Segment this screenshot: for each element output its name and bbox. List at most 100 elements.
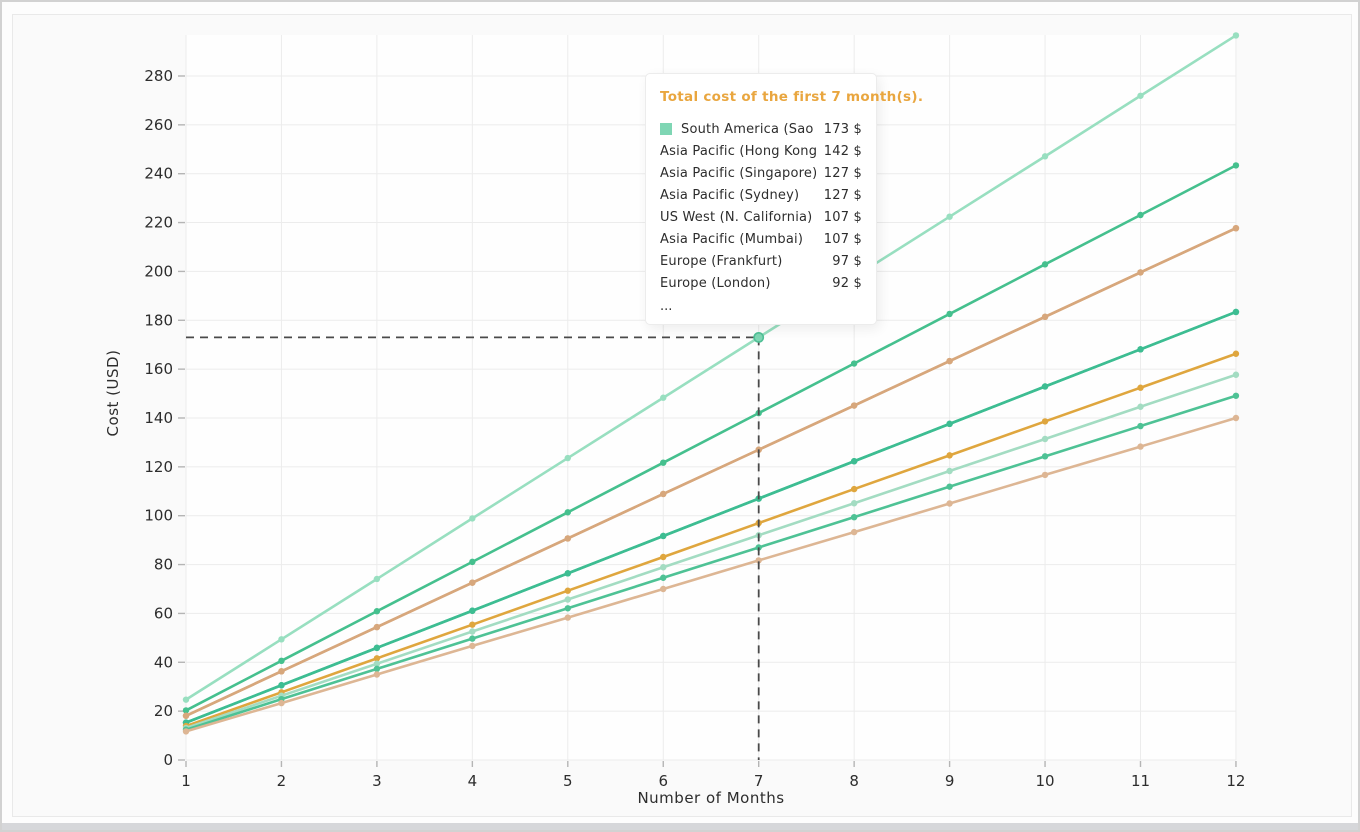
data-point[interactable] bbox=[850, 360, 858, 367]
data-point[interactable] bbox=[469, 515, 476, 522]
data-point[interactable] bbox=[564, 570, 571, 577]
data-point[interactable] bbox=[850, 402, 858, 409]
data-point[interactable] bbox=[1232, 162, 1240, 169]
data-point[interactable] bbox=[182, 728, 190, 735]
data-point[interactable] bbox=[564, 535, 571, 542]
tooltip-row-value: 127 $ bbox=[823, 165, 862, 181]
data-point[interactable] bbox=[660, 394, 667, 401]
data-point[interactable] bbox=[660, 585, 667, 593]
data-point[interactable] bbox=[1137, 346, 1144, 353]
data-point[interactable] bbox=[1041, 383, 1049, 390]
data-point[interactable] bbox=[1137, 403, 1144, 410]
data-point[interactable] bbox=[946, 452, 953, 459]
data-point[interactable] bbox=[1041, 153, 1049, 160]
data-point[interactable] bbox=[850, 485, 858, 493]
data-point[interactable] bbox=[469, 621, 476, 628]
tooltip-row-value: 97 $ bbox=[832, 253, 862, 269]
data-point[interactable] bbox=[1232, 350, 1240, 357]
data-point[interactable] bbox=[1137, 422, 1144, 430]
x-tick-label: 7 bbox=[754, 772, 764, 790]
data-point[interactable] bbox=[469, 558, 476, 566]
y-tick-label: 20 bbox=[154, 702, 173, 720]
data-point[interactable] bbox=[1137, 269, 1144, 276]
data-point[interactable] bbox=[469, 607, 476, 614]
data-point[interactable] bbox=[850, 500, 858, 507]
data-point[interactable] bbox=[564, 587, 571, 594]
data-point[interactable] bbox=[373, 665, 381, 673]
data-point[interactable] bbox=[660, 459, 667, 466]
data-point[interactable] bbox=[1232, 224, 1240, 232]
data-point[interactable] bbox=[946, 310, 953, 318]
data-point[interactable] bbox=[373, 671, 381, 678]
data-point[interactable] bbox=[946, 483, 953, 490]
data-point[interactable] bbox=[946, 357, 953, 365]
data-point[interactable] bbox=[1041, 313, 1049, 321]
tooltip-rows: South America (Sao Paulo) 173 $ Asia Pacif… bbox=[660, 118, 862, 294]
data-point[interactable] bbox=[469, 635, 476, 642]
data-point[interactable] bbox=[946, 467, 953, 475]
data-point[interactable] bbox=[373, 608, 381, 615]
x-tick-label: 2 bbox=[277, 772, 287, 790]
data-point[interactable] bbox=[278, 668, 285, 675]
y-tick-label: 0 bbox=[163, 751, 173, 769]
data-point[interactable] bbox=[1232, 308, 1240, 316]
data-point[interactable] bbox=[182, 707, 190, 714]
data-point[interactable] bbox=[1041, 471, 1049, 479]
tooltip-row-label: Asia Pacific (Singapore) bbox=[660, 165, 816, 181]
x-tick-label: 10 bbox=[1036, 772, 1055, 790]
x-tick-label: 1 bbox=[181, 772, 191, 790]
data-point[interactable] bbox=[1041, 453, 1049, 460]
data-point[interactable] bbox=[660, 553, 667, 561]
data-point[interactable] bbox=[755, 557, 762, 564]
x-tick-label: 6 bbox=[658, 772, 668, 790]
data-point[interactable] bbox=[946, 420, 953, 428]
data-point[interactable] bbox=[660, 532, 667, 540]
highlighted-data-point[interactable] bbox=[753, 331, 765, 343]
data-point[interactable] bbox=[373, 623, 381, 631]
data-point[interactable] bbox=[564, 454, 571, 462]
data-point[interactable] bbox=[373, 575, 381, 583]
data-point[interactable] bbox=[182, 696, 190, 703]
data-point[interactable] bbox=[1232, 32, 1240, 39]
data-point[interactable] bbox=[278, 682, 285, 689]
x-tick-label: 12 bbox=[1226, 772, 1245, 790]
data-point[interactable] bbox=[373, 644, 381, 652]
tooltip-row-label: Asia Pacific (Sydney) bbox=[660, 187, 800, 203]
data-point[interactable] bbox=[182, 712, 190, 719]
data-point[interactable] bbox=[564, 605, 571, 612]
data-point[interactable] bbox=[850, 513, 858, 521]
data-point[interactable] bbox=[278, 657, 285, 665]
data-point[interactable] bbox=[278, 636, 285, 643]
x-tick-label: 8 bbox=[849, 772, 859, 790]
tooltip-row: US West (N. California) 107 $ bbox=[660, 206, 862, 228]
data-point[interactable] bbox=[1041, 261, 1049, 268]
data-point[interactable] bbox=[564, 509, 571, 516]
data-point[interactable] bbox=[946, 500, 953, 507]
data-point[interactable] bbox=[660, 564, 667, 571]
data-point[interactable] bbox=[660, 490, 667, 498]
data-point[interactable] bbox=[850, 458, 858, 465]
data-point[interactable] bbox=[373, 660, 381, 667]
data-point[interactable] bbox=[469, 628, 476, 635]
data-point[interactable] bbox=[1137, 384, 1144, 391]
data-point[interactable] bbox=[1137, 443, 1144, 450]
data-point[interactable] bbox=[1232, 371, 1240, 378]
data-point[interactable] bbox=[469, 579, 476, 586]
data-point[interactable] bbox=[660, 574, 667, 581]
data-point[interactable] bbox=[850, 528, 858, 536]
data-point[interactable] bbox=[1232, 392, 1240, 399]
x-tick-label: 11 bbox=[1131, 772, 1150, 790]
data-point[interactable] bbox=[373, 655, 381, 662]
data-point[interactable] bbox=[564, 614, 571, 621]
data-point[interactable] bbox=[1232, 414, 1240, 422]
data-point[interactable] bbox=[1041, 418, 1049, 425]
data-point[interactable] bbox=[1041, 435, 1049, 443]
data-point[interactable] bbox=[1137, 211, 1144, 219]
y-tick-label: 280 bbox=[144, 67, 173, 85]
data-point[interactable] bbox=[469, 642, 476, 650]
data-point[interactable] bbox=[564, 596, 571, 603]
series-line bbox=[184, 352, 1238, 728]
data-point[interactable] bbox=[1137, 92, 1144, 99]
data-point[interactable] bbox=[946, 213, 953, 220]
data-point[interactable] bbox=[278, 699, 285, 707]
